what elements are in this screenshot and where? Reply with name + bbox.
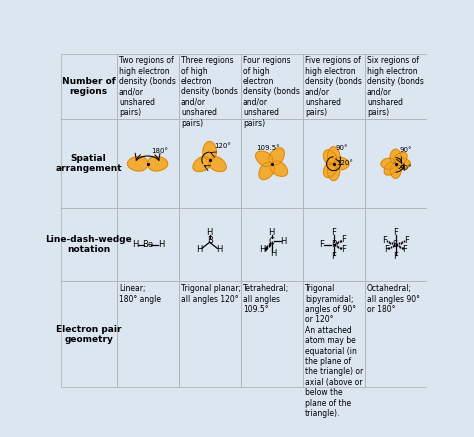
FancyBboxPatch shape [61, 208, 117, 281]
Text: Six regions of
high electron
density (bonds
and/or
unshared
pairs): Six regions of high electron density (bo… [367, 56, 424, 117]
Text: F: F [402, 245, 407, 253]
Text: C: C [269, 237, 274, 246]
Polygon shape [259, 163, 274, 180]
FancyBboxPatch shape [117, 119, 179, 208]
FancyBboxPatch shape [117, 281, 179, 387]
Polygon shape [193, 156, 210, 172]
Polygon shape [270, 161, 288, 176]
Text: 90°: 90° [400, 147, 412, 153]
Text: Spatial
arrangement: Spatial arrangement [55, 154, 122, 173]
Text: Linear;
180° angle: Linear; 180° angle [119, 284, 161, 304]
Text: 120°: 120° [336, 160, 353, 166]
Polygon shape [323, 163, 337, 177]
Text: S: S [393, 240, 398, 249]
FancyBboxPatch shape [61, 119, 117, 208]
Text: 180°: 180° [152, 149, 168, 154]
Polygon shape [323, 150, 337, 165]
Text: H: H [270, 249, 276, 257]
FancyBboxPatch shape [241, 208, 302, 281]
FancyBboxPatch shape [365, 281, 427, 387]
FancyBboxPatch shape [302, 54, 365, 119]
Text: F: F [331, 228, 336, 237]
Text: F: F [404, 236, 409, 245]
FancyBboxPatch shape [302, 119, 365, 208]
Polygon shape [203, 142, 216, 160]
Text: Tetrahedral;
all angles
109.5°: Tetrahedral; all angles 109.5° [243, 284, 289, 314]
Text: Two regions of
high electron
density (bonds
and/or
unshared
pairs): Two regions of high electron density (bo… [119, 56, 176, 117]
FancyBboxPatch shape [179, 54, 241, 119]
FancyBboxPatch shape [61, 54, 117, 119]
Polygon shape [269, 148, 284, 165]
Text: Three regions
of high
electron
density (bonds
and/or
unshared
pairs): Three regions of high electron density (… [181, 56, 238, 128]
Text: Five regions of
high electron
density (bonds
and/or
unshared
pairs): Five regions of high electron density (b… [305, 56, 362, 117]
Text: Electron pair
geometry: Electron pair geometry [56, 325, 121, 344]
Text: H: H [280, 237, 286, 246]
Text: H: H [206, 228, 213, 237]
Text: B: B [207, 236, 212, 245]
Text: H: H [132, 240, 138, 249]
Text: F: F [331, 253, 336, 261]
Polygon shape [328, 164, 340, 180]
FancyBboxPatch shape [117, 54, 179, 119]
Text: F: F [393, 228, 398, 237]
FancyBboxPatch shape [302, 281, 365, 387]
FancyBboxPatch shape [365, 208, 427, 281]
FancyBboxPatch shape [365, 119, 427, 208]
Polygon shape [128, 156, 147, 171]
FancyBboxPatch shape [179, 119, 241, 208]
Text: H: H [268, 228, 275, 237]
FancyBboxPatch shape [179, 281, 241, 387]
Polygon shape [390, 164, 401, 178]
Polygon shape [255, 151, 273, 166]
Polygon shape [381, 158, 396, 169]
Text: F: F [319, 240, 324, 249]
Text: F: F [393, 253, 398, 261]
Polygon shape [390, 149, 401, 164]
FancyBboxPatch shape [117, 208, 179, 281]
FancyBboxPatch shape [365, 54, 427, 119]
FancyBboxPatch shape [241, 281, 302, 387]
Text: P: P [331, 240, 336, 249]
Polygon shape [384, 162, 397, 175]
FancyBboxPatch shape [241, 119, 302, 208]
Text: 90°: 90° [400, 166, 412, 171]
Text: Trigonal planar;
all angles 120°: Trigonal planar; all angles 120° [181, 284, 241, 304]
Text: 109.5°: 109.5° [256, 146, 280, 151]
Text: H: H [217, 246, 223, 254]
Polygon shape [394, 152, 407, 165]
FancyBboxPatch shape [302, 208, 365, 281]
Polygon shape [396, 158, 410, 169]
Polygon shape [328, 147, 340, 164]
FancyBboxPatch shape [241, 54, 302, 119]
Text: H: H [259, 245, 265, 253]
Text: Line-dash-wedge
notation: Line-dash-wedge notation [46, 235, 132, 254]
Polygon shape [334, 158, 349, 170]
Text: Four regions
of high
electron
density (bonds
and/or
unshared
pairs): Four regions of high electron density (b… [243, 56, 300, 128]
FancyBboxPatch shape [61, 281, 117, 387]
Text: 120°: 120° [214, 143, 231, 149]
Polygon shape [147, 156, 168, 171]
Text: Trigonal
bipyramidal;
angles of 90°
or 120°
An attached
atom may be
equatorial (: Trigonal bipyramidal; angles of 90° or 1… [305, 284, 363, 418]
Text: F: F [341, 245, 346, 253]
Text: H: H [158, 240, 165, 249]
FancyBboxPatch shape [179, 208, 241, 281]
Text: F: F [383, 236, 387, 245]
Text: Octahedral;
all angles 90°
or 180°: Octahedral; all angles 90° or 180° [367, 284, 420, 314]
Text: 90°: 90° [336, 146, 348, 151]
Polygon shape [209, 156, 226, 172]
Text: Number of
regions: Number of regions [62, 77, 116, 97]
Text: F: F [341, 236, 346, 244]
Text: F: F [384, 245, 389, 253]
Text: H: H [196, 246, 203, 254]
Text: Be: Be [142, 240, 153, 249]
